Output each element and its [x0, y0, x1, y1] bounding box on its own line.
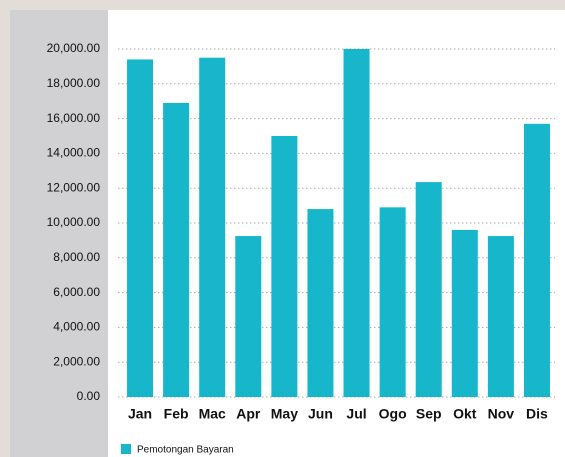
y-tick-label: 20,000.00: [47, 41, 101, 55]
bar: [271, 136, 298, 397]
y-tick-label: 18,000.00: [47, 76, 101, 90]
y-tick-label: 4,000.00: [53, 320, 100, 334]
bar: [235, 236, 262, 397]
y-tick-label: 12,000.00: [47, 180, 101, 194]
side-column: [10, 10, 108, 457]
legend-label: Pemotongan Bayaran: [137, 445, 234, 456]
y-tick-label: 2,000.00: [53, 354, 100, 368]
x-tick-label: Ogo: [379, 406, 407, 422]
x-tick-label: Jan: [128, 406, 152, 422]
legend-swatch: [121, 444, 131, 454]
bar: [343, 49, 370, 397]
y-tick-label: 8,000.00: [53, 250, 100, 264]
bar: [199, 57, 226, 397]
x-tick-label: May: [271, 406, 298, 422]
x-tick-label: Jun: [308, 406, 333, 422]
bar: [523, 123, 550, 397]
bar: [487, 236, 514, 397]
bar: [307, 209, 334, 397]
y-tick-label: 0.00: [77, 389, 101, 403]
bar: [127, 59, 154, 397]
x-tick-label: Apr: [236, 406, 261, 422]
bar: [415, 182, 442, 397]
x-tick-label: Jul: [346, 406, 366, 422]
x-tick-label: Dis: [526, 406, 548, 422]
x-tick-label: Okt: [453, 406, 477, 422]
bar: [163, 102, 190, 397]
y-tick-label: 16,000.00: [47, 111, 101, 125]
y-tick-label: 6,000.00: [53, 285, 100, 299]
x-tick-label: Nov: [488, 406, 515, 422]
bar: [379, 207, 406, 397]
x-tick-label: Mac: [199, 406, 226, 422]
x-tick-label: Sep: [416, 406, 442, 422]
x-tick-label: Feb: [164, 406, 189, 422]
y-tick-label: 14,000.00: [47, 146, 101, 160]
y-tick-label: 10,000.00: [47, 215, 101, 229]
bar: [451, 229, 478, 397]
